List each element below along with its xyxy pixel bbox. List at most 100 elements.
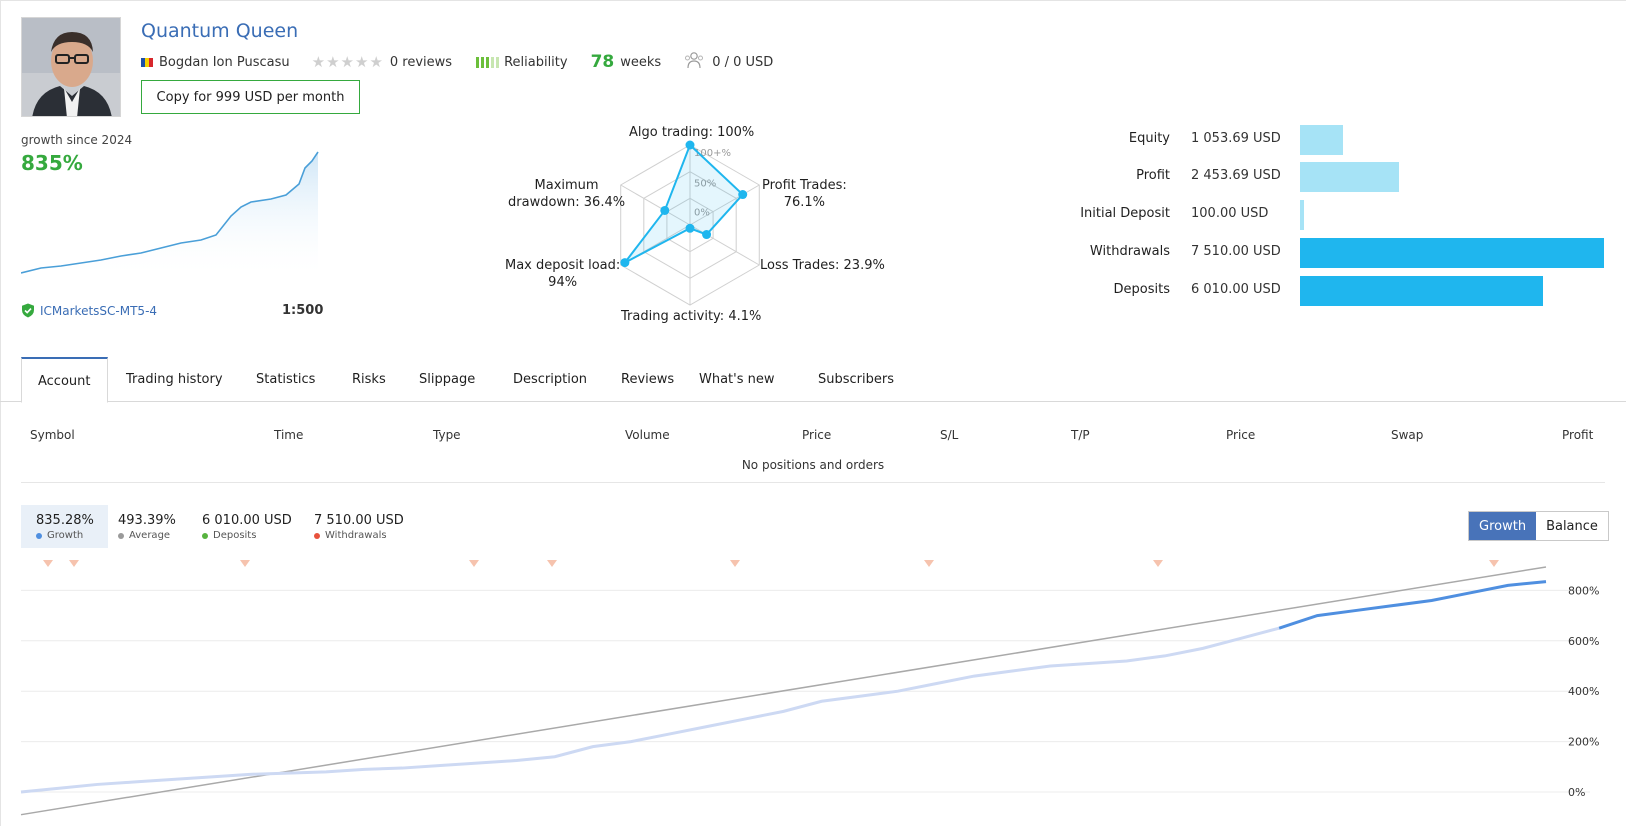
radar-axis (620, 184, 691, 226)
tab-description[interactable]: Description (513, 372, 588, 387)
reliability-bars-icon (476, 56, 500, 68)
chart-mode-toggle: Growth Balance (1468, 511, 1609, 541)
star-icon: ★ (340, 53, 355, 71)
y-tick-label: 800% (1568, 584, 1599, 597)
stat-bar (1300, 125, 1343, 155)
stat-row: Equity 1 053.69 USD (1040, 125, 1610, 155)
stat-value: 100.00 USD (1191, 206, 1269, 221)
legend-dot-icon (36, 532, 42, 539)
column-header[interactable]: Swap (1391, 428, 1424, 442)
radar-label-deposit-load: Max deposit load: 94% (505, 257, 620, 291)
legend-label: Withdrawals (325, 530, 387, 541)
author-meta-row: Bogdan Ion Puscasu ★ ★ ★ ★ ★ 0 reviews Relia… (141, 51, 773, 73)
legend-label: Average (129, 530, 171, 541)
event-marker (69, 560, 79, 567)
radar-point (620, 258, 630, 268)
column-header[interactable]: S/L (940, 428, 959, 442)
legend-item-deposits[interactable]: 6 010.00 USD Deposits (187, 505, 306, 548)
legend-name: Average (118, 530, 176, 541)
series-growth-line (1278, 580, 1547, 630)
product-title[interactable]: Quantum Queen (141, 20, 299, 42)
tab-what-s-new[interactable]: What's new (699, 372, 775, 387)
balance-toggle-button[interactable]: Balance (1536, 512, 1608, 540)
legend-name: Deposits (202, 530, 292, 541)
legend-name: Withdrawals (314, 530, 404, 541)
radar-label-profit-trades: Profit Trades: 76.1% (762, 177, 847, 211)
avatar[interactable] (21, 17, 121, 117)
event-marker (547, 560, 557, 567)
legend-item-growth[interactable]: 835.28% Growth (21, 505, 108, 548)
radar-label-deposit-load-line1: Max deposit load: (505, 258, 621, 273)
column-header[interactable]: Price (1226, 428, 1256, 442)
tab-subscribers[interactable]: Subscribers (818, 372, 894, 387)
leverage-value: 1:500 (282, 303, 324, 318)
legend-item-withdrawals[interactable]: 7 510.00 USD Withdrawals (299, 505, 418, 548)
shield-check-icon (22, 303, 34, 318)
stat-value: 6 010.00 USD (1191, 282, 1281, 297)
tab-reviews[interactable]: Reviews (621, 372, 675, 387)
tab-slippage[interactable]: Slippage (419, 372, 476, 387)
y-tick-label: 0% (1568, 786, 1585, 799)
stat-row: Withdrawals 7 510.00 USD (1040, 238, 1610, 268)
radar-scale-label: 100+% (694, 148, 731, 159)
tab-statistics[interactable]: Statistics (256, 372, 316, 387)
radar-label-loss-trades: Loss Trades: 23.9% (760, 258, 885, 273)
star-icon: ★ (311, 53, 327, 71)
growth-toggle-button[interactable]: Growth (1469, 512, 1537, 540)
y-tick-label: 600% (1568, 635, 1599, 648)
stat-bar (1300, 238, 1604, 268)
radar-label-drawdown-line2: drawdown: 36.4% (508, 195, 626, 210)
radar-point (660, 205, 670, 215)
tab-risks[interactable]: Risks (352, 372, 386, 387)
column-header[interactable]: Symbol (30, 428, 75, 442)
column-header[interactable]: Profit (1562, 428, 1594, 442)
positions-empty-message: No positions and orders (741, 458, 885, 472)
star-icon: ★ (354, 53, 370, 71)
table-divider (21, 482, 1605, 483)
weeks-value: 78 (590, 52, 615, 72)
radar-point (685, 223, 695, 233)
radar-label-profit-trades-line2: 76.1% (783, 195, 826, 210)
tab-account[interactable]: Account (21, 357, 108, 403)
column-header[interactable]: Price (802, 428, 832, 442)
legend-name: Growth (36, 530, 94, 541)
stat-row: Initial Deposit 100.00 USD (1040, 200, 1610, 230)
broker-name[interactable]: ICMarketsSC-MT5-4 (40, 303, 158, 318)
legend-item-average[interactable]: 493.39% Average (103, 505, 190, 548)
author-name[interactable]: Bogdan Ion Puscasu (159, 54, 290, 70)
weeks-label: weeks (620, 54, 662, 70)
radar-label-drawdown-line1: Maximum (534, 178, 599, 193)
star-icon: ★ (326, 53, 341, 71)
radar-point (738, 190, 748, 200)
stat-row: Deposits 6 010.00 USD (1040, 276, 1610, 306)
tab-bar: Account Trading history Statistics Risks Sli… (0, 357, 1626, 403)
broker-link[interactable]: ICMarketsSC-MT5-4 (21, 303, 157, 318)
growth-value: 835% (21, 151, 83, 175)
radar-axis (689, 184, 760, 226)
legend-value: 835.28% (36, 513, 94, 528)
column-header[interactable]: Type (433, 428, 461, 442)
reviews-count[interactable]: 0 reviews (389, 54, 453, 70)
event-marker (730, 560, 740, 567)
y-tick-label: 200% (1568, 736, 1599, 749)
stat-name: Equity (1128, 131, 1170, 146)
people-icon (684, 51, 704, 73)
copy-subscription-button[interactable]: Copy for 999 USD per month (141, 80, 360, 114)
stat-value: 7 510.00 USD (1191, 244, 1281, 259)
radar-label-deposit-load-line2: 94% (548, 275, 578, 290)
stat-row: Profit 2 453.69 USD (1040, 162, 1610, 192)
radar-point (685, 140, 695, 150)
radar-point (702, 230, 712, 240)
tab-trading-history[interactable]: Trading history (126, 372, 223, 387)
radar-scale-label: 50% (694, 179, 716, 190)
romania-flag-icon (141, 57, 153, 67)
column-header[interactable]: Time (274, 428, 304, 442)
positions-table-header: Symbol Time Type Volume Price S/L T/P Price Swap… (21, 428, 1605, 448)
legend-dot-icon (314, 532, 320, 539)
legend-value: 493.39% (118, 513, 176, 528)
growth-since-label: growth since 2024 (21, 133, 133, 147)
stat-name: Deposits (1113, 282, 1170, 297)
column-header[interactable]: T/P (1071, 428, 1090, 442)
column-header[interactable]: Volume (625, 428, 670, 442)
